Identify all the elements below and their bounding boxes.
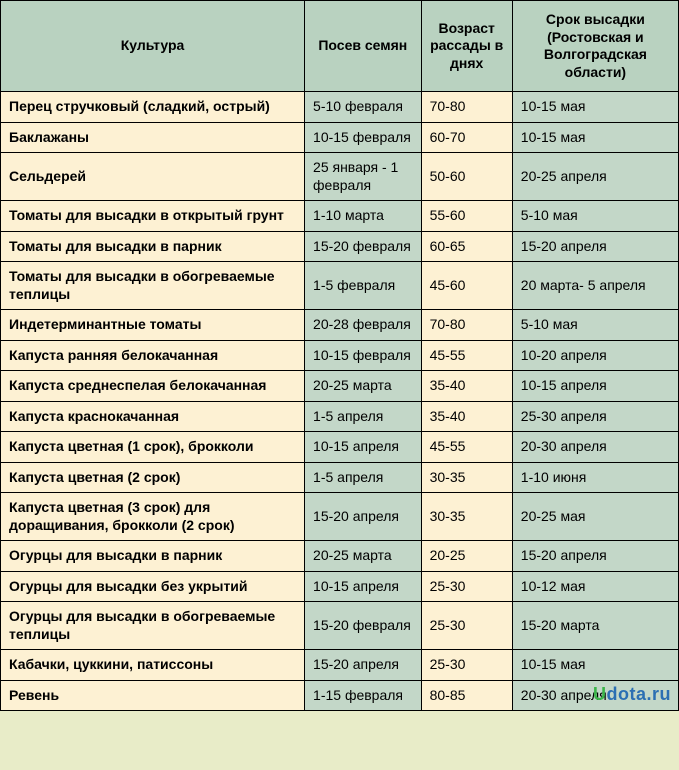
table-row: Кабачки, цуккини, патиссоны15-20 апреля2… — [1, 650, 679, 681]
cell-crop: Индетерминантные томаты — [1, 310, 305, 341]
cell-age: 45-60 — [421, 262, 512, 310]
cell-sow: 5-10 февраля — [305, 92, 422, 123]
cell-sow: 20-25 марта — [305, 541, 422, 572]
cell-crop: Перец стручковый (сладкий, острый) — [1, 92, 305, 123]
cell-sow: 25 января - 1 февраля — [305, 153, 422, 201]
cell-sow: 1-5 апреля — [305, 401, 422, 432]
cell-sow: 15-20 февраля — [305, 231, 422, 262]
cell-plant: 10-15 мая — [512, 122, 678, 153]
table-row: Индетерминантные томаты20-28 февраля70-8… — [1, 310, 679, 341]
cell-age: 25-30 — [421, 650, 512, 681]
cell-crop: Капуста краснокачанная — [1, 401, 305, 432]
cell-crop: Капуста среднеспелая белокачанная — [1, 371, 305, 402]
cell-crop: Огурцы для высадки без укрытий — [1, 571, 305, 602]
cell-plant: 20-25 мая — [512, 493, 678, 541]
table-row: Капуста цветная (3 срок) для доращивания… — [1, 493, 679, 541]
col-header-crop: Культура — [1, 1, 305, 92]
cell-age: 45-55 — [421, 340, 512, 371]
cell-age: 70-80 — [421, 310, 512, 341]
cell-age: 60-70 — [421, 122, 512, 153]
cell-plant: 10-15 мая — [512, 650, 678, 681]
cell-sow: 10-15 февраля — [305, 340, 422, 371]
table-row: Томаты для высадки в открытый грунт1-10 … — [1, 201, 679, 232]
table-row: Капуста ранняя белокачанная10-15 февраля… — [1, 340, 679, 371]
table-body: Перец стручковый (сладкий, острый)5-10 ф… — [1, 92, 679, 711]
cell-age: 25-30 — [421, 602, 512, 650]
cell-crop: Огурцы для высадки в обогреваемые теплиц… — [1, 602, 305, 650]
table-row: Огурцы для высадки в обогреваемые теплиц… — [1, 602, 679, 650]
cell-age: 55-60 — [421, 201, 512, 232]
cell-age: 70-80 — [421, 92, 512, 123]
table-row: Капуста краснокачанная1-5 апреля35-4025-… — [1, 401, 679, 432]
table-row: Томаты для высадки в обогреваемые теплиц… — [1, 262, 679, 310]
cell-sow: 1-5 февраля — [305, 262, 422, 310]
table-row: Ревень1-15 февраля80-8520-30 апреля — [1, 680, 679, 711]
cell-crop: Огурцы для высадки в парник — [1, 541, 305, 572]
cell-age: 20-25 — [421, 541, 512, 572]
cell-age: 50-60 — [421, 153, 512, 201]
table-row: Сельдерей25 января - 1 февраля50-6020-25… — [1, 153, 679, 201]
cell-crop: Кабачки, цуккини, патиссоны — [1, 650, 305, 681]
cell-plant: 10-15 мая — [512, 92, 678, 123]
cell-age: 60-65 — [421, 231, 512, 262]
cell-crop: Томаты для высадки в открытый грунт — [1, 201, 305, 232]
table-row: Капуста среднеспелая белокачанная20-25 м… — [1, 371, 679, 402]
cell-crop: Баклажаны — [1, 122, 305, 153]
cell-crop: Томаты для высадки в обогреваемые теплиц… — [1, 262, 305, 310]
cell-sow: 20-25 марта — [305, 371, 422, 402]
table-row: Капуста цветная (2 срок)1-5 апреля30-351… — [1, 462, 679, 493]
cell-crop: Капуста ранняя белокачанная — [1, 340, 305, 371]
cell-plant: 10-12 мая — [512, 571, 678, 602]
cell-age: 25-30 — [421, 571, 512, 602]
cell-plant: 5-10 мая — [512, 310, 678, 341]
table-row: Баклажаны10-15 февраля60-7010-15 мая — [1, 122, 679, 153]
cell-age: 80-85 — [421, 680, 512, 711]
cell-crop: Капуста цветная (1 срок), брокколи — [1, 432, 305, 463]
table-row: Томаты для высадки в парник15-20 февраля… — [1, 231, 679, 262]
cell-crop: Томаты для высадки в парник — [1, 231, 305, 262]
cell-sow: 1-5 апреля — [305, 462, 422, 493]
cell-crop: Ревень — [1, 680, 305, 711]
cell-sow: 1-10 марта — [305, 201, 422, 232]
cell-sow: 10-15 апреля — [305, 432, 422, 463]
col-header-plant: Срок высадки (Ростовская и Волгоградская… — [512, 1, 678, 92]
cell-crop: Капуста цветная (2 срок) — [1, 462, 305, 493]
cell-plant: 20-30 апреля — [512, 680, 678, 711]
cell-plant: 25-30 апреля — [512, 401, 678, 432]
cell-plant: 15-20 апреля — [512, 231, 678, 262]
cell-age: 45-55 — [421, 432, 512, 463]
table-head: Культура Посев семян Возраст рассады в д… — [1, 1, 679, 92]
table-row: Капуста цветная (1 срок), брокколи10-15 … — [1, 432, 679, 463]
cell-crop: Сельдерей — [1, 153, 305, 201]
cell-age: 30-35 — [421, 493, 512, 541]
cell-plant: 20 марта- 5 апреля — [512, 262, 678, 310]
table-row: Огурцы для высадки в парник20-25 марта20… — [1, 541, 679, 572]
cell-sow: 15-20 апреля — [305, 650, 422, 681]
cell-plant: 20-25 апреля — [512, 153, 678, 201]
cell-plant: 10-20 апреля — [512, 340, 678, 371]
col-header-sow: Посев семян — [305, 1, 422, 92]
cell-sow: 15-20 февраля — [305, 602, 422, 650]
table-row: Огурцы для высадки без укрытий10-15 апре… — [1, 571, 679, 602]
cell-plant: 20-30 апреля — [512, 432, 678, 463]
cell-plant: 1-10 июня — [512, 462, 678, 493]
cell-age: 30-35 — [421, 462, 512, 493]
cell-age: 35-40 — [421, 401, 512, 432]
planting-table: Культура Посев семян Возраст рассады в д… — [0, 0, 679, 711]
cell-crop: Капуста цветная (3 срок) для доращивания… — [1, 493, 305, 541]
cell-plant: 15-20 апреля — [512, 541, 678, 572]
table-container: Культура Посев семян Возраст рассады в д… — [0, 0, 679, 711]
cell-plant: 5-10 мая — [512, 201, 678, 232]
table-row: Перец стручковый (сладкий, острый)5-10 ф… — [1, 92, 679, 123]
cell-sow: 10-15 апреля — [305, 571, 422, 602]
col-header-age: Возраст рассады в днях — [421, 1, 512, 92]
cell-sow: 10-15 февраля — [305, 122, 422, 153]
cell-sow: 15-20 апреля — [305, 493, 422, 541]
cell-plant: 15-20 марта — [512, 602, 678, 650]
cell-sow: 20-28 февраля — [305, 310, 422, 341]
cell-plant: 10-15 апреля — [512, 371, 678, 402]
cell-age: 35-40 — [421, 371, 512, 402]
cell-sow: 1-15 февраля — [305, 680, 422, 711]
